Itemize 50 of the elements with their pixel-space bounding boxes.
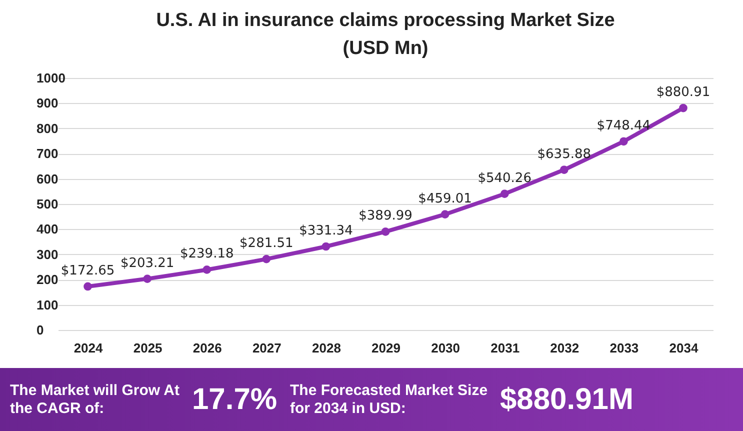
x-tick-label: 2033 bbox=[610, 340, 639, 356]
text: (USD Mn) bbox=[342, 38, 428, 59]
y-tick-label: 600 bbox=[36, 171, 58, 186]
text: $880.91M bbox=[500, 382, 634, 416]
point bbox=[620, 137, 628, 146]
data-label: $459.01 bbox=[418, 191, 472, 206]
y-tick-label: 100 bbox=[36, 297, 58, 312]
point bbox=[143, 274, 152, 283]
y-tick-label: 200 bbox=[36, 272, 58, 288]
x-tick-label: 2025 bbox=[133, 340, 162, 356]
data-label: $239.18 bbox=[180, 246, 234, 262]
text: The Forecasted Market Size for 2034 in USD: bbox=[290, 382, 488, 416]
text: 17.7% bbox=[192, 382, 278, 416]
x-tick-label: 2030 bbox=[431, 340, 460, 356]
data-label: $281.51 bbox=[240, 236, 294, 252]
point bbox=[381, 228, 390, 236]
point bbox=[440, 210, 450, 219]
y-tick-label: 0 bbox=[36, 322, 44, 338]
y-tick-label: 900 bbox=[36, 96, 58, 111]
x-tick-label: 2024 bbox=[74, 340, 104, 356]
y-tick-label: 700 bbox=[36, 146, 58, 162]
data-label: $635.88 bbox=[537, 146, 592, 162]
x-tick-label: 2034 bbox=[669, 340, 699, 356]
data-label: $540.26 bbox=[478, 170, 532, 186]
data-label: $203.21 bbox=[120, 256, 174, 271]
data-label: $389.99 bbox=[358, 208, 412, 224]
x-tick-label: 2027 bbox=[252, 340, 282, 356]
point bbox=[560, 166, 568, 174]
y-tick-label: 300 bbox=[36, 246, 58, 262]
x-tick-label: 2028 bbox=[312, 340, 341, 356]
data-label: $172.65 bbox=[60, 263, 115, 278]
point bbox=[84, 282, 92, 291]
y-tick-label: 1000 bbox=[36, 70, 66, 86]
y-tick-label: 400 bbox=[36, 222, 58, 237]
data-label: $880.91 bbox=[656, 85, 710, 100]
text: The Market will Grow At the CAGR of: bbox=[10, 382, 180, 418]
point bbox=[322, 242, 330, 251]
text: U.S. AI in insurance claims processing Market Size bbox=[156, 10, 615, 31]
data-label: $748.44 bbox=[596, 118, 651, 134]
x-tick-label: 2032 bbox=[550, 340, 580, 356]
point bbox=[262, 254, 271, 264]
point bbox=[500, 190, 509, 198]
y-tick-label: 500 bbox=[36, 196, 58, 212]
x-tick-label: 2029 bbox=[372, 340, 400, 356]
y-tick-label: 800 bbox=[36, 120, 58, 136]
x-tick-label: 2026 bbox=[192, 340, 222, 356]
point bbox=[679, 104, 688, 112]
point bbox=[202, 266, 212, 274]
x-tick-label: 2031 bbox=[490, 340, 520, 356]
data-label: $331.34 bbox=[299, 224, 353, 238]
